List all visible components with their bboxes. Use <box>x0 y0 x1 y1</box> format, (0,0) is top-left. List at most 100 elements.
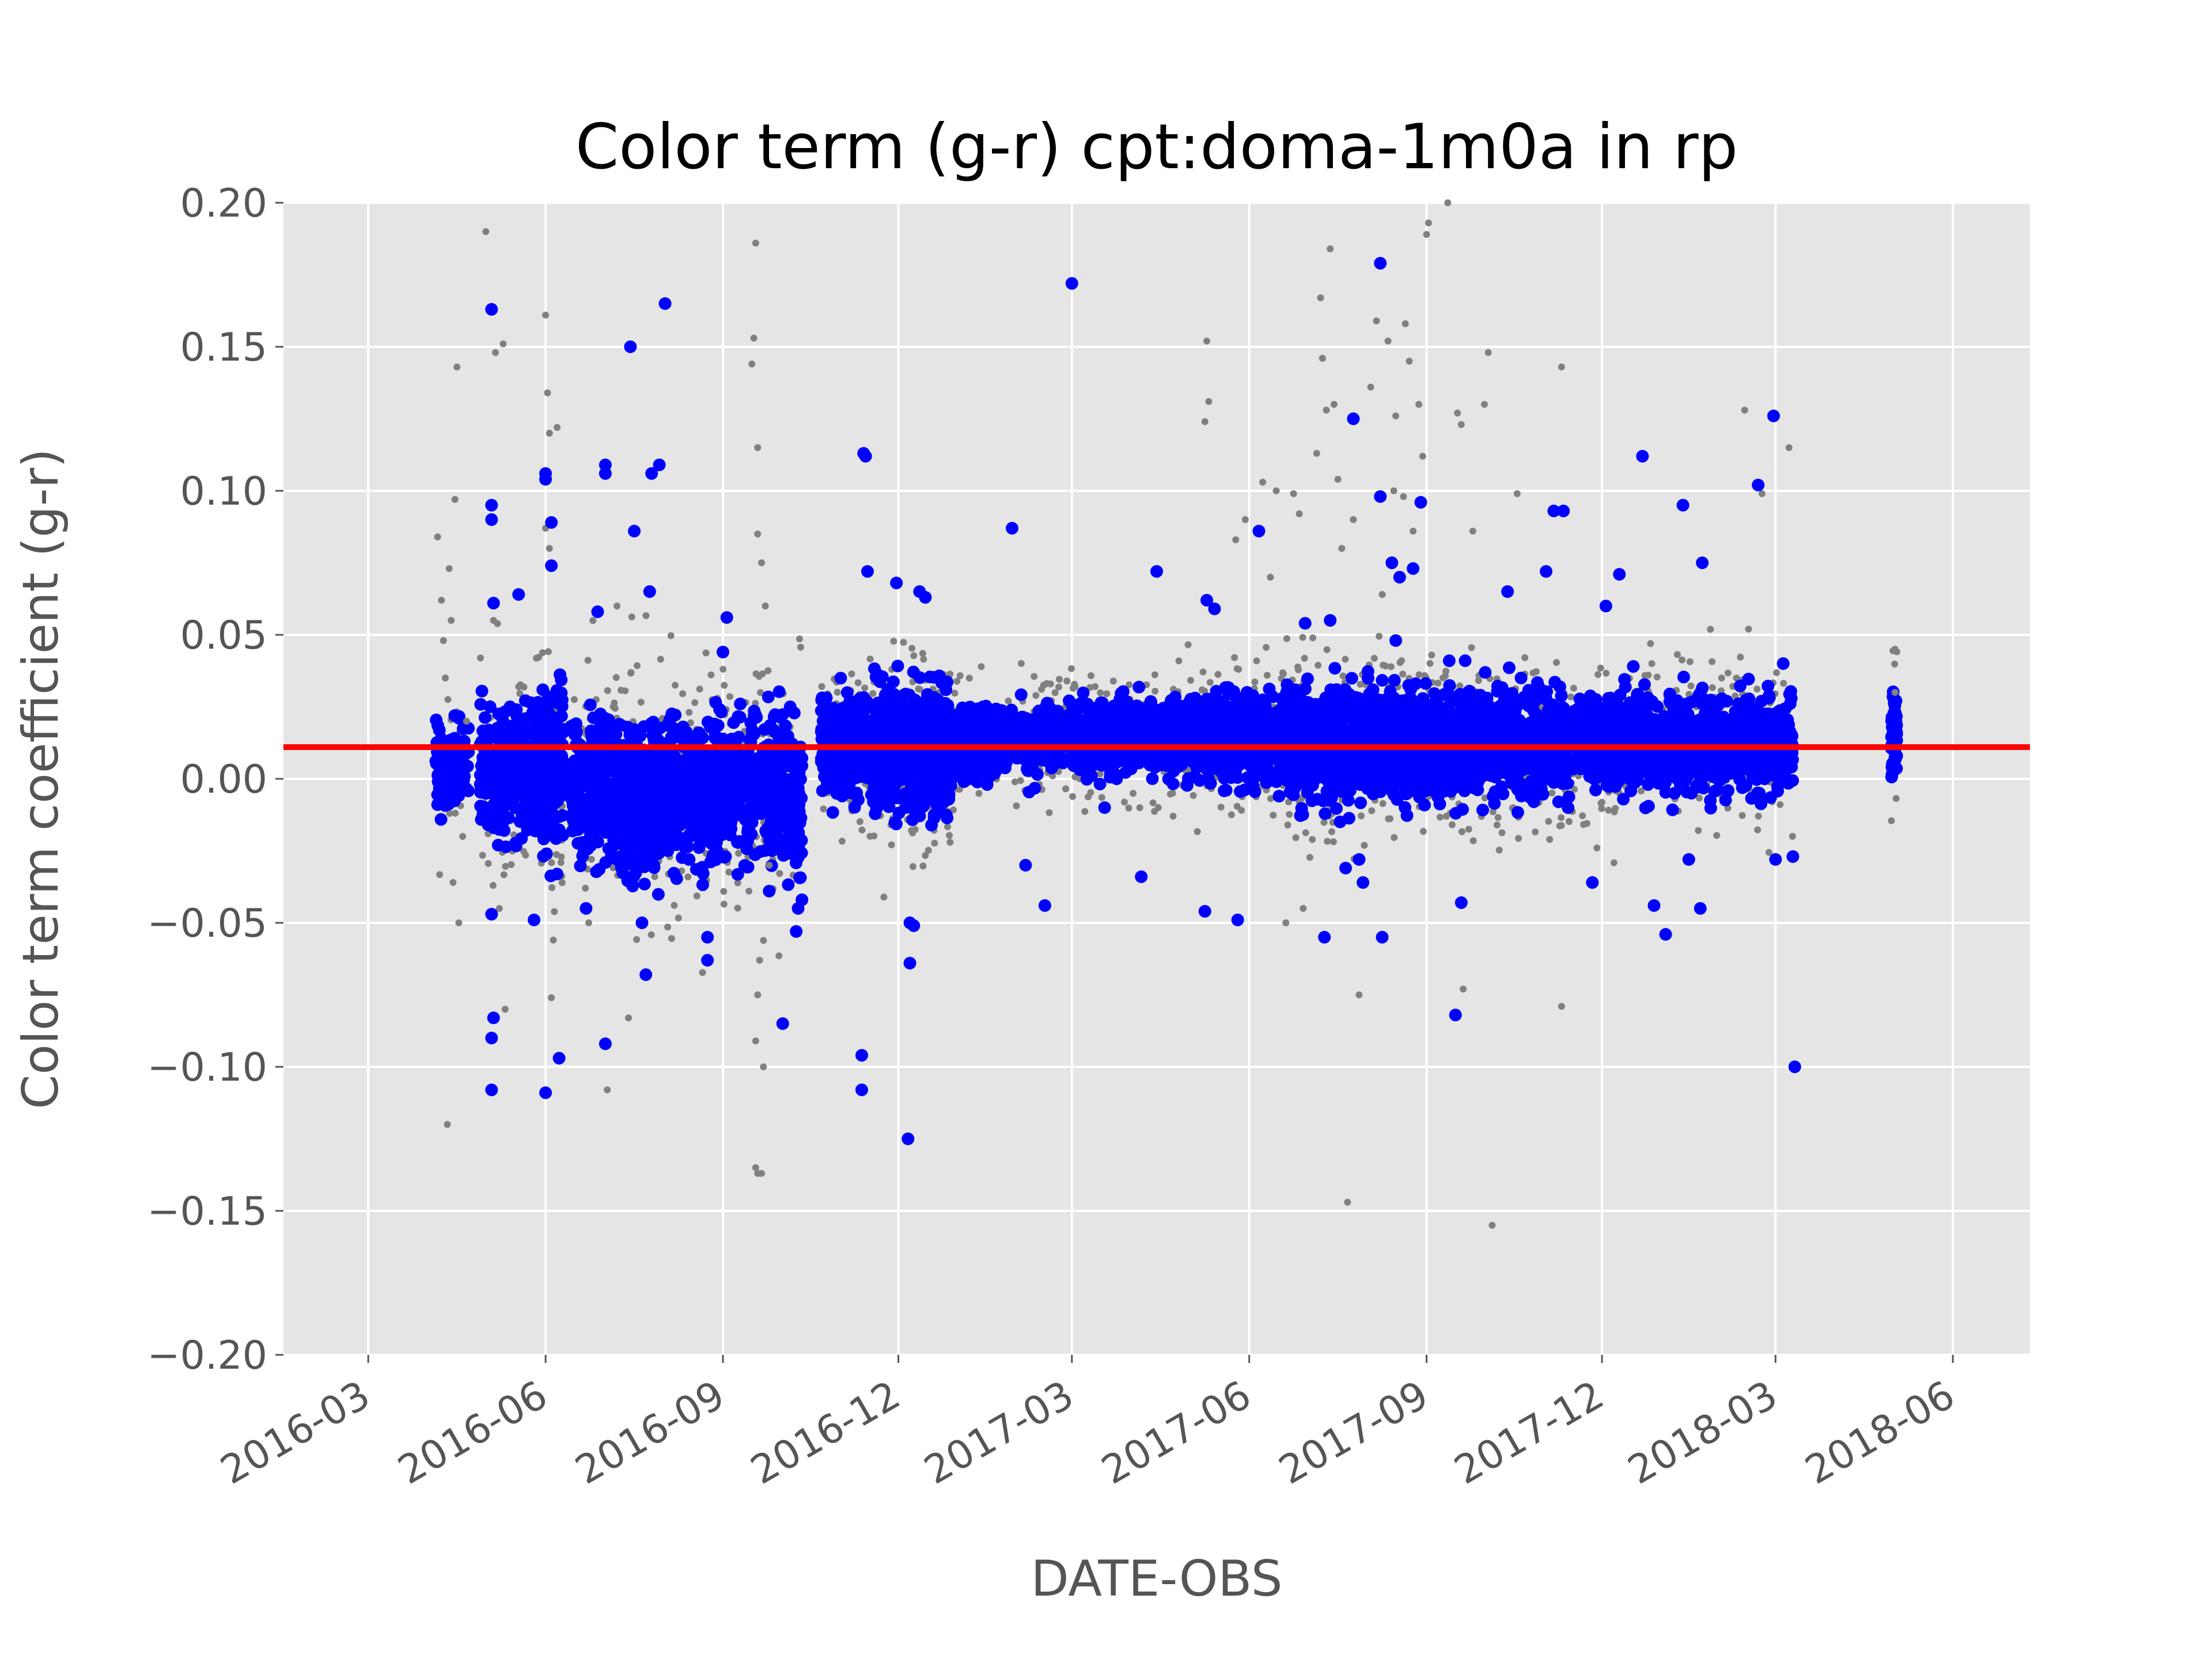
rejected-point <box>1695 827 1702 834</box>
rejected-point <box>1737 653 1744 661</box>
rejected-point <box>1286 810 1293 818</box>
rejected-point <box>696 685 703 693</box>
rejected-point <box>609 864 617 872</box>
accepted-point <box>782 821 795 834</box>
rejected-point <box>856 818 863 825</box>
accepted-point <box>482 818 495 831</box>
accepted-point <box>434 813 448 826</box>
accepted-point <box>796 759 809 772</box>
rejected-point <box>1376 632 1383 640</box>
rejected-point <box>1436 813 1444 821</box>
rejected-point <box>1548 789 1556 797</box>
rejected-point <box>634 662 641 669</box>
rejected-point <box>520 848 527 855</box>
rejected-point <box>1018 660 1025 667</box>
accepted-point <box>696 878 709 891</box>
accepted-point <box>624 770 637 783</box>
accepted-point <box>772 685 786 698</box>
rejected-point <box>915 685 922 692</box>
accepted-point <box>887 675 900 688</box>
accepted-point <box>940 683 953 696</box>
rejected-point <box>693 892 700 900</box>
rejected-point <box>1459 828 1465 835</box>
rejected-point <box>1368 807 1376 815</box>
rejected-point <box>1270 812 1277 819</box>
accepted-point <box>462 722 475 735</box>
accepted-point <box>520 795 533 808</box>
accepted-point <box>765 768 778 782</box>
rejected-point <box>1339 672 1347 680</box>
accepted-point <box>597 790 610 803</box>
rejected-point <box>628 613 635 620</box>
accepted-point <box>638 757 651 770</box>
rejected-point <box>604 687 611 694</box>
accepted-point <box>692 841 706 854</box>
accepted-point <box>575 812 588 825</box>
accepted-point <box>762 821 775 835</box>
rejected-point <box>946 832 953 839</box>
rejected-point <box>557 859 565 866</box>
accepted-point <box>514 782 527 795</box>
accepted-point <box>607 834 620 846</box>
accepted-point <box>565 722 578 735</box>
rejected-point <box>909 863 916 870</box>
accepted-point <box>535 790 548 803</box>
rejected-point <box>679 690 687 698</box>
accepted-point <box>677 769 690 782</box>
accepted-point <box>509 839 522 853</box>
rejected-point <box>1214 671 1222 678</box>
accepted-point <box>565 759 578 772</box>
accepted-point <box>431 798 444 811</box>
accepted-point <box>482 724 495 737</box>
rejected-point <box>1709 658 1716 665</box>
accepted-point <box>720 784 733 797</box>
rejected-point <box>1475 677 1482 684</box>
rejected-point <box>516 690 524 697</box>
rejected-point <box>838 838 846 845</box>
rejected-point <box>707 671 715 679</box>
rejected-point <box>745 888 753 895</box>
accepted-point <box>762 690 775 703</box>
rejected-point <box>436 871 444 878</box>
rejected-point <box>834 688 841 696</box>
accepted-point <box>779 755 792 768</box>
accepted-point <box>828 717 841 729</box>
rejected-point <box>1521 654 1529 661</box>
rejected-point <box>1481 794 1488 802</box>
rejected-point <box>978 663 985 671</box>
rejected-point <box>1055 683 1062 691</box>
accepted-point <box>827 748 840 762</box>
accepted-point <box>842 718 855 731</box>
rejected-point <box>1125 804 1132 812</box>
accepted-point <box>677 733 690 746</box>
rejected-point <box>647 931 655 938</box>
accepted-point <box>941 793 955 806</box>
accepted-point <box>763 719 777 732</box>
accepted-point <box>751 806 764 819</box>
rejected-point <box>1055 676 1063 683</box>
accepted-point <box>745 730 758 744</box>
rejected-point <box>910 652 918 660</box>
accepted-point <box>652 888 665 901</box>
rejected-point <box>1328 828 1335 835</box>
rejected-point <box>544 648 552 656</box>
accepted-point <box>475 684 488 698</box>
rejected-point <box>584 657 592 664</box>
rejected-point <box>1448 821 1456 828</box>
rejected-point <box>1605 806 1612 814</box>
rejected-point <box>1309 634 1316 642</box>
rejected-point <box>507 861 515 868</box>
rejected-point <box>1292 834 1300 842</box>
rejected-point <box>1545 817 1552 825</box>
accepted-point <box>852 730 865 743</box>
accepted-point <box>707 848 720 861</box>
rejected-point <box>1558 814 1565 821</box>
rejected-point <box>757 689 764 696</box>
accepted-point <box>899 687 912 700</box>
rejected-point <box>1382 662 1389 670</box>
rejected-point <box>1570 684 1577 692</box>
accepted-point <box>781 729 794 743</box>
accepted-point <box>549 696 562 709</box>
accepted-point <box>764 784 777 797</box>
rejected-point <box>520 683 528 691</box>
